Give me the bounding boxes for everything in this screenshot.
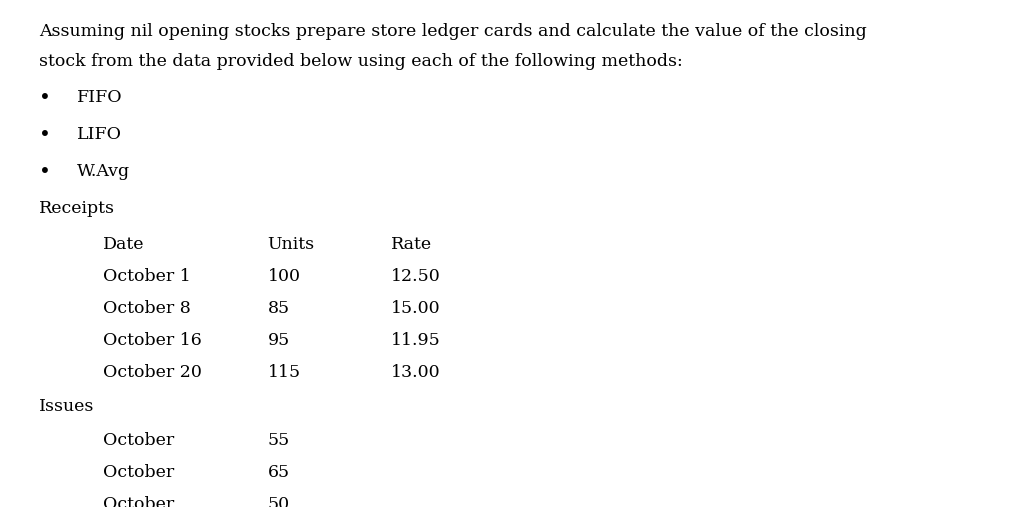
Text: Units: Units — [268, 236, 315, 253]
Text: Assuming nil opening stocks prepare store ledger cards and calculate the value o: Assuming nil opening stocks prepare stor… — [39, 23, 866, 40]
Text: •: • — [39, 163, 51, 182]
Text: October 16: October 16 — [103, 332, 202, 349]
Text: 55: 55 — [268, 432, 290, 449]
Text: Receipts: Receipts — [39, 200, 115, 218]
Text: FIFO: FIFO — [77, 89, 122, 106]
Text: October: October — [103, 496, 174, 507]
Text: LIFO: LIFO — [77, 126, 122, 143]
Text: 95: 95 — [268, 332, 290, 349]
Text: 65: 65 — [268, 464, 290, 481]
Text: 15.00: 15.00 — [391, 300, 440, 317]
Text: •: • — [39, 126, 51, 144]
Text: Rate: Rate — [391, 236, 432, 253]
Text: 100: 100 — [268, 268, 300, 285]
Text: 85: 85 — [268, 300, 290, 317]
Text: Issues: Issues — [39, 398, 95, 415]
Text: October 8: October 8 — [103, 300, 190, 317]
Text: October: October — [103, 432, 174, 449]
Text: 50: 50 — [268, 496, 290, 507]
Text: Date: Date — [103, 236, 144, 253]
Text: 13.00: 13.00 — [391, 364, 440, 381]
Text: October 20: October 20 — [103, 364, 202, 381]
Text: 12.50: 12.50 — [391, 268, 440, 285]
Text: W.Avg: W.Avg — [77, 163, 131, 180]
Text: October: October — [103, 464, 174, 481]
Text: October 1: October 1 — [103, 268, 190, 285]
Text: •: • — [39, 89, 51, 107]
Text: 115: 115 — [268, 364, 300, 381]
Text: stock from the data provided below using each of the following methods:: stock from the data provided below using… — [39, 53, 683, 70]
Text: 11.95: 11.95 — [391, 332, 440, 349]
